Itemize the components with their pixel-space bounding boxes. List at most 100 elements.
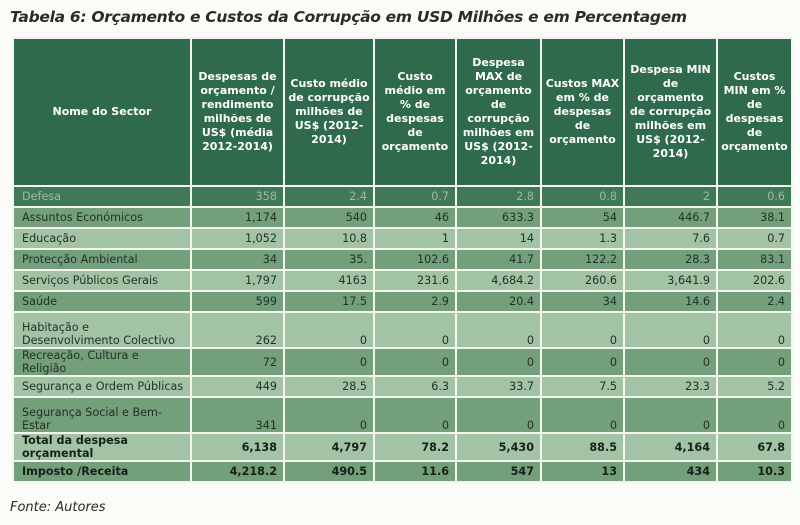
table-cell: 2.9 [373,290,457,313]
table-cell: 0.6 [716,185,793,208]
sector-name: Total da despesa orçamental [12,432,192,462]
table-row: Saúde 599 17.5 2.9 20.4 34 14.6 2.4 [12,290,793,313]
table-cell: 202.6 [716,269,793,292]
table-cell: 4,164 [623,432,718,462]
table-cell: 490.5 [283,460,375,483]
table-title: Tabela 6: Orçamento e Custos da Corrupçã… [10,8,687,26]
table-cell: 3,641.9 [623,269,718,292]
table-cell: 1,052 [190,227,285,250]
column-header: Custos MIN em % de despesas de orçamento [716,37,793,187]
table-cell: 72 [190,347,285,377]
table-cell: 54 [540,206,625,229]
sector-name: Habitação e Desenvolvimento Colectivo [12,311,192,349]
table-cell: 0 [373,311,457,349]
table-cell: 1 [373,227,457,250]
table-cell: 0 [540,347,625,377]
column-header: Despesas de orçamento / rendimento milhõ… [190,37,285,187]
table-cell: 0 [540,311,625,349]
table-cell: 4163 [283,269,375,292]
table-cell: 88.5 [540,432,625,462]
table-cell: 35. [283,248,375,271]
column-header: Custo médio de corrupção milhões de US$ … [283,37,375,187]
table-cell: 262 [190,311,285,349]
table-cell: 20.4 [455,290,542,313]
sector-name: Saúde [12,290,192,313]
table-row: Total da despesa orçamental 6,138 4,797 78.… [12,432,793,462]
table-cell: 0 [283,347,375,377]
table-cell: 1.3 [540,227,625,250]
table-cell: 446.7 [623,206,718,229]
column-header: Despesa MIN de orçamento de corrupção mi… [623,37,718,187]
table-cell: 1,797 [190,269,285,292]
table-cell: 0 [716,396,793,434]
table-cell: 78.2 [373,432,457,462]
table-cell: 0 [373,347,457,377]
table-cell: 231.6 [373,269,457,292]
sector-name: Segurança Social e Bem-Estar [12,396,192,434]
table-cell: 10.3 [716,460,793,483]
table-row: Protecção Ambiental 34 35. 102.6 41.7 122.2 28… [12,248,793,271]
table-cell: 540 [283,206,375,229]
table-cell: 599 [190,290,285,313]
table-cell: 4,684.2 [455,269,542,292]
table-cell: 0.8 [540,185,625,208]
sector-name: Segurança e Ordem Públicas [12,375,192,398]
table-row: Educação 1,052 10.8 1 14 1.3 7.6 0.7 [12,227,793,250]
table-cell: 0 [455,347,542,377]
table-cell: 83.1 [716,248,793,271]
table-row: Segurança e Ordem Públicas 449 28.5 6.3 33.7… [12,375,793,398]
table-row: Habitação e Desenvolvimento Colectivo 262… [12,311,793,349]
sector-name: Defesa [12,185,192,208]
table-cell: 260.6 [540,269,625,292]
table-cell: 2.8 [455,185,542,208]
table-cell: 6.3 [373,375,457,398]
table-cell: 358 [190,185,285,208]
table-cell: 46 [373,206,457,229]
table-cell: 0 [716,311,793,349]
sector-name: Imposto /Receita [12,460,192,483]
table-cell: 0 [283,396,375,434]
table-row: Recreação, Cultura e Religião 72 0 0 0 0 0 0 [12,347,793,377]
table-cell: 4,218.2 [190,460,285,483]
table-cell: 28.5 [283,375,375,398]
table-row: Serviços Públicos Gerais 1,797 4163 231.6 4,… [12,269,793,292]
table-cell: 34 [540,290,625,313]
column-header: Nome do Sector [12,37,192,187]
table-cell: 0 [716,347,793,377]
table-cell: 0 [623,347,718,377]
table-cell: 122.2 [540,248,625,271]
table-cell: 6,138 [190,432,285,462]
table-cell: 0 [623,311,718,349]
table-cell: 23.3 [623,375,718,398]
table-cell: 0 [623,396,718,434]
budget-corruption-table: Nome do Sector Despesas de orçamento / re… [12,37,793,483]
table-cell: 2.4 [716,290,793,313]
header-row: Nome do Sector Despesas de orçamento / re… [12,37,793,187]
table-row: Imposto /Receita 4,218.2 490.5 11.6 547 13 434… [12,460,793,483]
table-cell: 102.6 [373,248,457,271]
sector-name: Protecção Ambiental [12,248,192,271]
column-header: Custos MAX em % de despesas de orçamento [540,37,625,187]
table-cell: 41.7 [455,248,542,271]
table-cell: 10.8 [283,227,375,250]
table-cell: 67.8 [716,432,793,462]
table-row: Assuntos Económicos 1,174 540 46 633.3 54 446.… [12,206,793,229]
table-cell: 7.6 [623,227,718,250]
table-cell: 0 [540,396,625,434]
table-cell: 0 [283,311,375,349]
table-row: Segurança Social e Bem-Estar 341 0 0 0 0 0 0 [12,396,793,434]
table-cell: 547 [455,460,542,483]
table-cell: 28.3 [623,248,718,271]
table-cell: 0 [455,311,542,349]
sector-name: Recreação, Cultura e Religião [12,347,192,377]
table-cell: 633.3 [455,206,542,229]
table-cell: 34 [190,248,285,271]
column-header: Despesa MAX de orçamento de corrupção mi… [455,37,542,187]
table-cell: 14.6 [623,290,718,313]
table-cell: 5.2 [716,375,793,398]
table-cell: 0.7 [716,227,793,250]
table-cell: 14 [455,227,542,250]
sector-name: Educação [12,227,192,250]
table-cell: 0.7 [373,185,457,208]
table-cell: 17.5 [283,290,375,313]
